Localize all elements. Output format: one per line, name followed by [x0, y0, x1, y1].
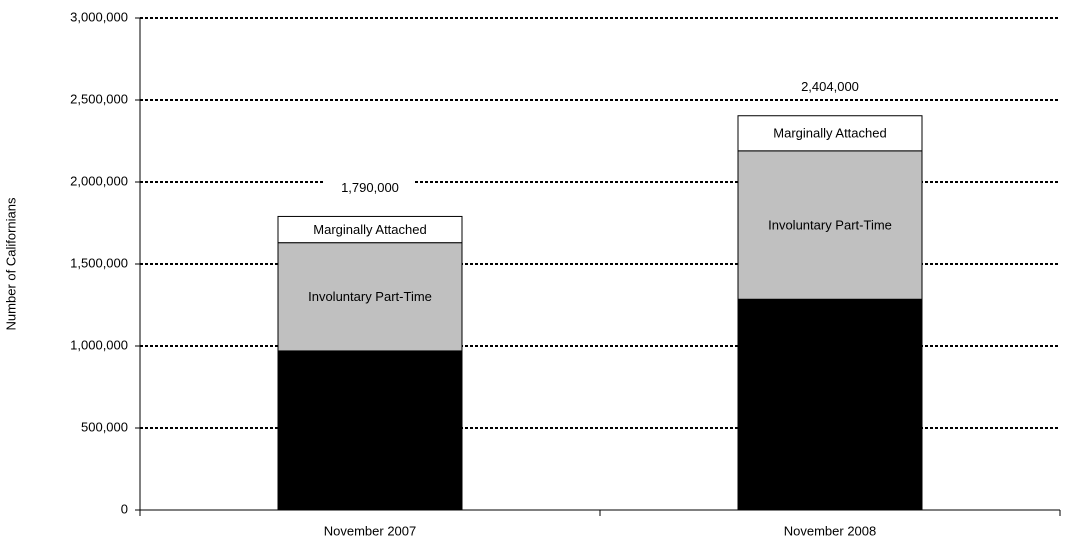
y-axis-title: Number of Californians — [3, 197, 18, 330]
bar-segment — [737, 298, 923, 511]
segment-label: Unemployed — [794, 397, 867, 412]
y-tick-label: 1,000,000 — [70, 337, 128, 352]
y-tick-label: 500,000 — [81, 419, 128, 434]
segment-label: Involuntary Part-Time — [768, 217, 892, 232]
x-tick-label: November 2007 — [324, 523, 417, 538]
x-tick-label: November 2008 — [784, 523, 877, 538]
y-tick-label: 3,000,000 — [70, 9, 128, 24]
bar-segment — [277, 242, 463, 352]
y-tick-label: 0 — [121, 501, 128, 516]
segment-label: Marginally Attached — [313, 222, 426, 237]
segment-label: Unemployed — [334, 423, 407, 438]
bar-segment — [277, 215, 463, 244]
total-label: 2,404,000 — [801, 79, 859, 94]
bar-segment — [737, 115, 923, 152]
y-tick-label: 1,500,000 — [70, 255, 128, 270]
bar-segment — [277, 350, 463, 511]
segment-label: Marginally Attached — [773, 126, 886, 141]
segment-label: Involuntary Part-Time — [308, 289, 432, 304]
y-tick-label: 2,500,000 — [70, 91, 128, 106]
total-label-bg — [785, 77, 875, 98]
y-tick-label: 2,000,000 — [70, 173, 128, 188]
total-label: 1,790,000 — [341, 180, 399, 195]
total-label-bg — [325, 178, 415, 199]
